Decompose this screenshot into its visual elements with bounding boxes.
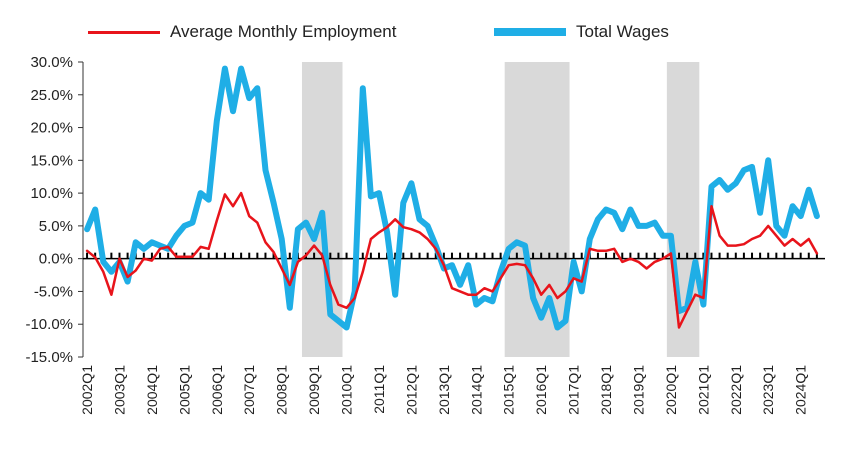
x-tick-label-15: 2017Q1: [566, 365, 582, 415]
x-tick-label-22: 2024Q1: [793, 365, 809, 415]
x-tick-label-20: 2022Q1: [728, 365, 744, 415]
x-tick-label-8: 2010Q1: [339, 365, 355, 415]
y-tick-label-0: 30.0%: [30, 54, 73, 71]
x-tick-labels: 2002Q1 2003Q1 2004Q1 2005Q1 2006Q1 2007Q1 2008…: [79, 365, 809, 415]
legend-item-wages: Total Wages: [494, 22, 669, 42]
y-tick-label-3: 15.0%: [30, 152, 73, 169]
x-tick-label-10: 2012Q1: [403, 365, 419, 415]
y-tick-label-7: -5.0%: [34, 283, 73, 300]
legend-label-employment: Average Monthly Employment: [170, 22, 397, 41]
x-tick-label-3: 2005Q1: [176, 365, 192, 415]
x-tick-label-14: 2016Q1: [533, 365, 549, 415]
x-tick-label-16: 2018Q1: [598, 365, 614, 415]
x-tick-label-7: 2009Q1: [306, 365, 322, 415]
legend-item-employment: Average Monthly Employment: [88, 22, 396, 42]
x-tick-label-5: 2007Q1: [241, 365, 257, 415]
shaded-period-2: [666, 62, 700, 357]
x-tick-label-9: 2011Q1: [371, 365, 387, 414]
y-tick-labels: 30.0% 25.0% 20.0% 15.0% 10.0% 5.0% 0.0% -5.0% -1…: [25, 54, 73, 366]
x-tick-label-19: 2021Q1: [695, 365, 711, 415]
x-tick-label-0: 2002Q1: [79, 365, 95, 415]
legend-swatch-wages: [494, 28, 566, 36]
series-line-0: [85, 191, 819, 329]
legend-label-wages: Total Wages: [576, 22, 669, 41]
y-tick-label-4: 10.0%: [30, 185, 73, 202]
y-tick-label-6: 0.0%: [39, 251, 73, 268]
x-tick-label-2: 2004Q1: [144, 365, 160, 415]
x-tick-label-17: 2019Q1: [630, 365, 646, 415]
y-tick-label-8: -10.0%: [25, 316, 73, 333]
y-tick-label-5: 5.0%: [39, 218, 73, 235]
y-tick-label-1: 25.0%: [30, 87, 73, 104]
legend-swatch-employment: [88, 30, 160, 34]
x-tick-label-12: 2014Q1: [468, 365, 484, 415]
x-tick-label-6: 2008Q1: [274, 365, 290, 415]
x-tick-label-1: 2003Q1: [111, 365, 127, 415]
y-tick-label-9: -15.0%: [25, 349, 73, 366]
series-lines: [84, 65, 820, 331]
shaded-periods: [301, 62, 700, 357]
y-tick-label-2: 20.0%: [30, 120, 73, 137]
x-tick-label-21: 2023Q1: [760, 365, 776, 415]
x-tick-label-11: 2013Q1: [436, 365, 452, 415]
shaded-period-0: [301, 62, 343, 357]
series-line-1: [84, 65, 820, 331]
x-tick-label-13: 2015Q1: [501, 365, 517, 415]
x-tick-label-4: 2006Q1: [209, 365, 225, 415]
x-tick-label-18: 2020Q1: [663, 365, 679, 415]
